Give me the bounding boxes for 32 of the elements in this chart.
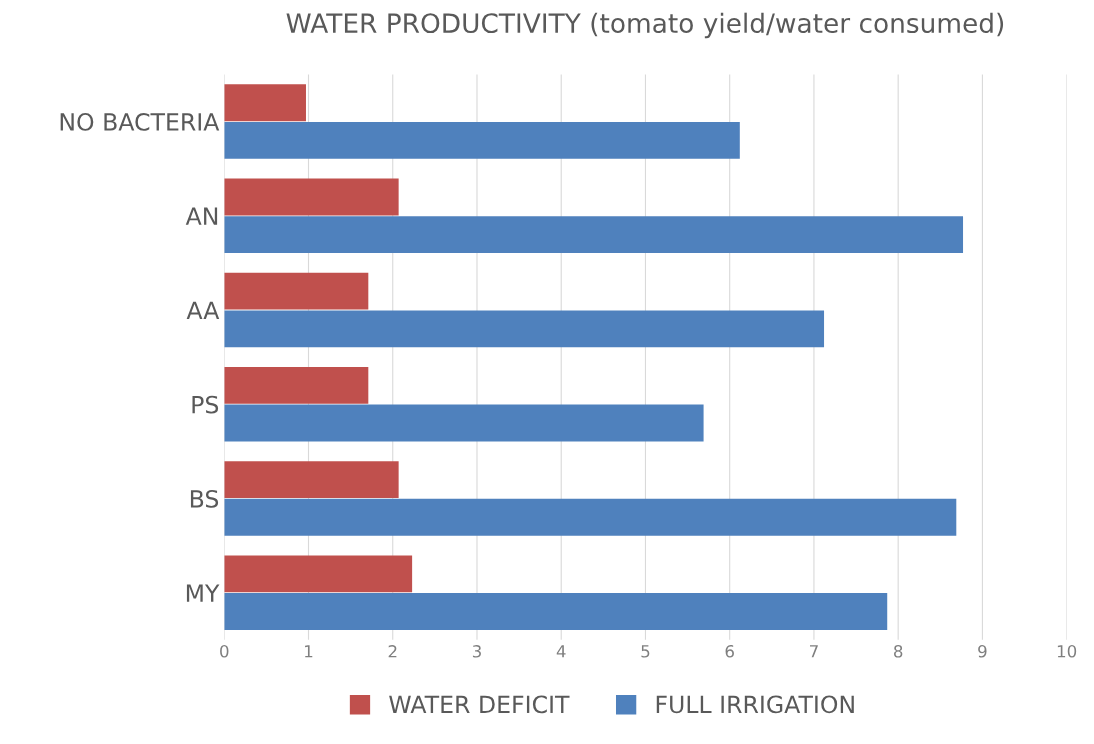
x-tick-label: 5 bbox=[641, 645, 650, 658]
y-tick-label: AN bbox=[185, 207, 218, 225]
x-tick-label: 2 bbox=[388, 645, 397, 658]
x-tick-label: 9 bbox=[978, 645, 987, 658]
bar bbox=[224, 404, 704, 442]
chart-title: WATER PRODUCTIVITY (tomato yield/water consumed) bbox=[286, 12, 1004, 39]
y-tick-label: BS bbox=[190, 489, 219, 508]
x-tick-label: 10 bbox=[1057, 645, 1077, 658]
x-tick-label: 6 bbox=[725, 645, 734, 658]
x-tick-label: 3 bbox=[472, 645, 481, 658]
bar bbox=[224, 84, 306, 122]
bar bbox=[224, 593, 888, 631]
bar bbox=[224, 216, 964, 254]
legend-label: FULL IRRIGATION bbox=[656, 695, 854, 714]
bar bbox=[224, 178, 399, 216]
x-tick-label: 4 bbox=[556, 645, 566, 658]
legend-label: WATER DEFICIT bbox=[389, 695, 570, 714]
bar bbox=[224, 310, 825, 348]
y-tick-label: AA bbox=[186, 301, 220, 319]
bar bbox=[224, 555, 413, 593]
y-tick-label: PS bbox=[192, 395, 219, 414]
y-tick-label: NO BACTERIA bbox=[60, 112, 220, 131]
x-tick-label: 0 bbox=[220, 645, 229, 658]
bar bbox=[224, 366, 369, 404]
y-tick-label: MY bbox=[186, 584, 220, 602]
x-tick-label: 8 bbox=[894, 645, 903, 658]
x-tick-label: 7 bbox=[810, 645, 818, 658]
bar bbox=[224, 498, 957, 536]
x-tick-label: 1 bbox=[305, 645, 313, 658]
bar bbox=[224, 461, 399, 499]
bar bbox=[224, 121, 740, 159]
bar bbox=[224, 272, 369, 310]
